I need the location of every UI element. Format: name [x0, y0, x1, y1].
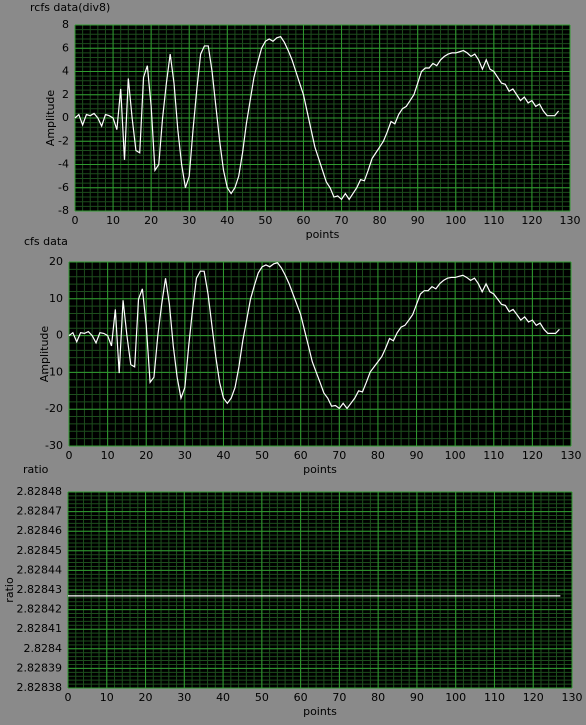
x-tick-label: 40: [216, 449, 230, 462]
y-tick-label: -30: [45, 439, 63, 452]
x-tick-label: 110: [483, 449, 504, 462]
y-tick-label: 2.82843: [17, 583, 63, 596]
x-tick-label: 60: [294, 691, 308, 704]
y-tick-label: 2.82839: [17, 661, 63, 674]
plot-area: [69, 262, 571, 446]
x-tick-label: 100: [445, 449, 466, 462]
y-tick-label: 4: [62, 65, 69, 78]
x-tick-label: 30: [178, 449, 192, 462]
y-tick-label: 2.82846: [17, 524, 63, 537]
y-axis-label: Amplitude: [44, 90, 57, 147]
y-tick-label: 2.82844: [17, 563, 63, 576]
y-tick-label: -4: [58, 158, 69, 171]
x-tick-label: 20: [144, 214, 158, 227]
x-tick-label: 50: [255, 691, 269, 704]
x-tick-label: 10: [100, 691, 114, 704]
x-tick-label: 20: [139, 449, 153, 462]
y-axis-label: Amplitude: [38, 326, 51, 383]
x-tick-label: 100: [445, 214, 466, 227]
y-tick-label: 2.82845: [17, 544, 63, 557]
y-tick-label: 2.82847: [17, 505, 63, 518]
x-tick-label: 120: [522, 449, 543, 462]
x-tick-label: 80: [371, 691, 385, 704]
y-tick-label: 0: [56, 329, 63, 342]
x-tick-label: 40: [220, 214, 234, 227]
x-tick-label: 100: [445, 691, 466, 704]
x-tick-label: 50: [255, 449, 269, 462]
y-tick-label: 8: [62, 18, 69, 31]
chart-title: ratio: [23, 463, 49, 476]
data-line: [68, 262, 560, 410]
x-axis-label: points: [303, 463, 337, 476]
x-tick-label: 0: [72, 214, 79, 227]
x-tick-label: 50: [258, 214, 272, 227]
chart-title: rcfs data(div8): [30, 1, 110, 14]
y-axis-label: ratio: [3, 577, 16, 603]
x-tick-label: 20: [139, 691, 153, 704]
x-tick-label: 130: [560, 214, 581, 227]
y-tick-label: 2: [62, 88, 69, 101]
x-tick-label: 0: [65, 691, 72, 704]
y-tick-label: 2.82848: [17, 485, 63, 498]
x-tick-label: 90: [410, 691, 424, 704]
y-tick-label: 2.82842: [17, 603, 63, 616]
y-tick-label: 2.82841: [17, 622, 63, 635]
x-tick-label: 110: [483, 214, 504, 227]
y-tick-label: 10: [49, 292, 63, 305]
x-tick-label: 90: [411, 214, 425, 227]
x-tick-label: 130: [561, 449, 582, 462]
x-tick-label: 30: [182, 214, 196, 227]
x-tick-label: 60: [294, 449, 308, 462]
y-tick-label: 0: [62, 111, 69, 124]
y-tick-label: -6: [58, 181, 69, 194]
x-tick-label: 80: [373, 214, 387, 227]
x-tick-label: 10: [101, 449, 115, 462]
x-tick-label: 30: [177, 691, 191, 704]
x-tick-label: 70: [332, 691, 346, 704]
x-tick-label: 120: [523, 691, 544, 704]
y-tick-label: -10: [45, 365, 63, 378]
x-tick-label: 70: [332, 449, 346, 462]
x-tick-label: 60: [296, 214, 310, 227]
x-tick-label: 110: [484, 691, 505, 704]
x-tick-label: 90: [410, 449, 424, 462]
x-tick-label: 0: [66, 449, 73, 462]
x-tick-label: 120: [521, 214, 542, 227]
y-tick-label: 2.82838: [17, 681, 63, 694]
data-line: [74, 35, 560, 201]
x-tick-label: 70: [335, 214, 349, 227]
y-tick-label: 20: [49, 255, 63, 268]
y-tick-label: 2.8284: [24, 642, 63, 655]
chart-title: cfs data: [24, 235, 68, 248]
y-tick-label: -8: [58, 204, 69, 217]
x-axis-label: points: [306, 228, 340, 241]
y-tick-label: -2: [58, 134, 69, 147]
y-tick-label: 6: [62, 41, 69, 54]
x-tick-label: 130: [562, 691, 583, 704]
x-tick-label: 40: [216, 691, 230, 704]
y-tick-label: -20: [45, 402, 63, 415]
x-tick-label: 10: [106, 214, 120, 227]
x-tick-label: 80: [371, 449, 385, 462]
x-axis-label: points: [303, 705, 337, 718]
